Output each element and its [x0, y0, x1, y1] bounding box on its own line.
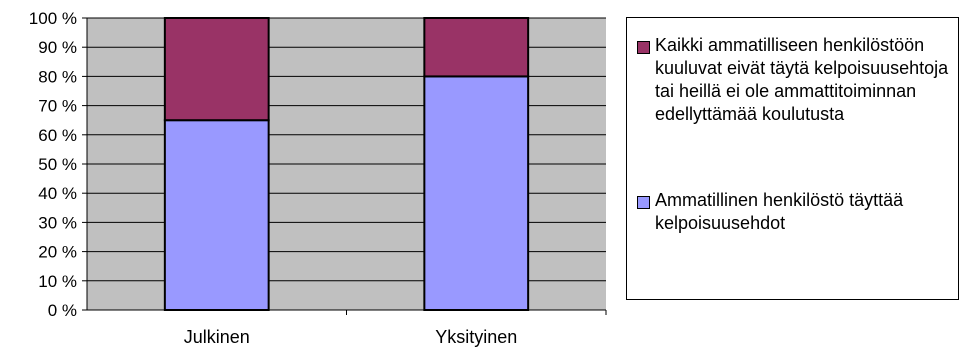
y-tick-label: 0 %	[48, 301, 77, 320]
y-tick-label: 30 %	[38, 213, 77, 232]
x-category-label: Julkinen	[184, 327, 250, 347]
legend-label-qualified: Ammatillinen henkilöstö täyttää kelpoisu…	[655, 190, 904, 233]
legend-swatch-qualified	[637, 196, 650, 209]
y-tick-label: 50 %	[38, 155, 77, 174]
y-tick-label: 100 %	[29, 9, 77, 28]
bar-segment-yksityinen-qualified	[423, 75, 530, 312]
y-tick-label: 10 %	[38, 272, 77, 291]
y-tick-label: 80 %	[38, 67, 77, 86]
x-category-label: Yksityinen	[435, 327, 517, 347]
bar-segment-julkinen-not-qualified	[163, 17, 270, 122]
y-tick-label: 40 %	[38, 184, 77, 203]
legend-label-not-qualified: Kaikki ammatilliseen henkilöstöön kuuluv…	[655, 35, 949, 124]
bar-segment-yksityinen-not-qualified	[423, 17, 530, 78]
bar-segment-julkinen-qualified	[163, 119, 270, 311]
x-axis-labels: Julkinen Yksityinen	[184, 310, 607, 347]
y-tick-label: 20 %	[38, 243, 77, 262]
bars	[163, 17, 530, 312]
legend: Kaikki ammatilliseen henkilöstöön kuuluv…	[626, 17, 959, 300]
legend-item-not-qualified: Kaikki ammatilliseen henkilöstöön kuuluv…	[637, 34, 955, 126]
y-tick-label: 90 %	[38, 38, 77, 57]
legend-swatch-not-qualified	[637, 41, 650, 54]
legend-item-qualified: Ammatillinen henkilöstö täyttää kelpoisu…	[637, 189, 955, 235]
y-axis-ticks: 0 % 10 % 20 % 30 % 40 % 50 % 60 % 70 % 80 % 90 % 1…	[29, 9, 87, 320]
y-tick-label: 70 %	[38, 97, 77, 116]
y-tick-label: 60 %	[38, 126, 77, 145]
